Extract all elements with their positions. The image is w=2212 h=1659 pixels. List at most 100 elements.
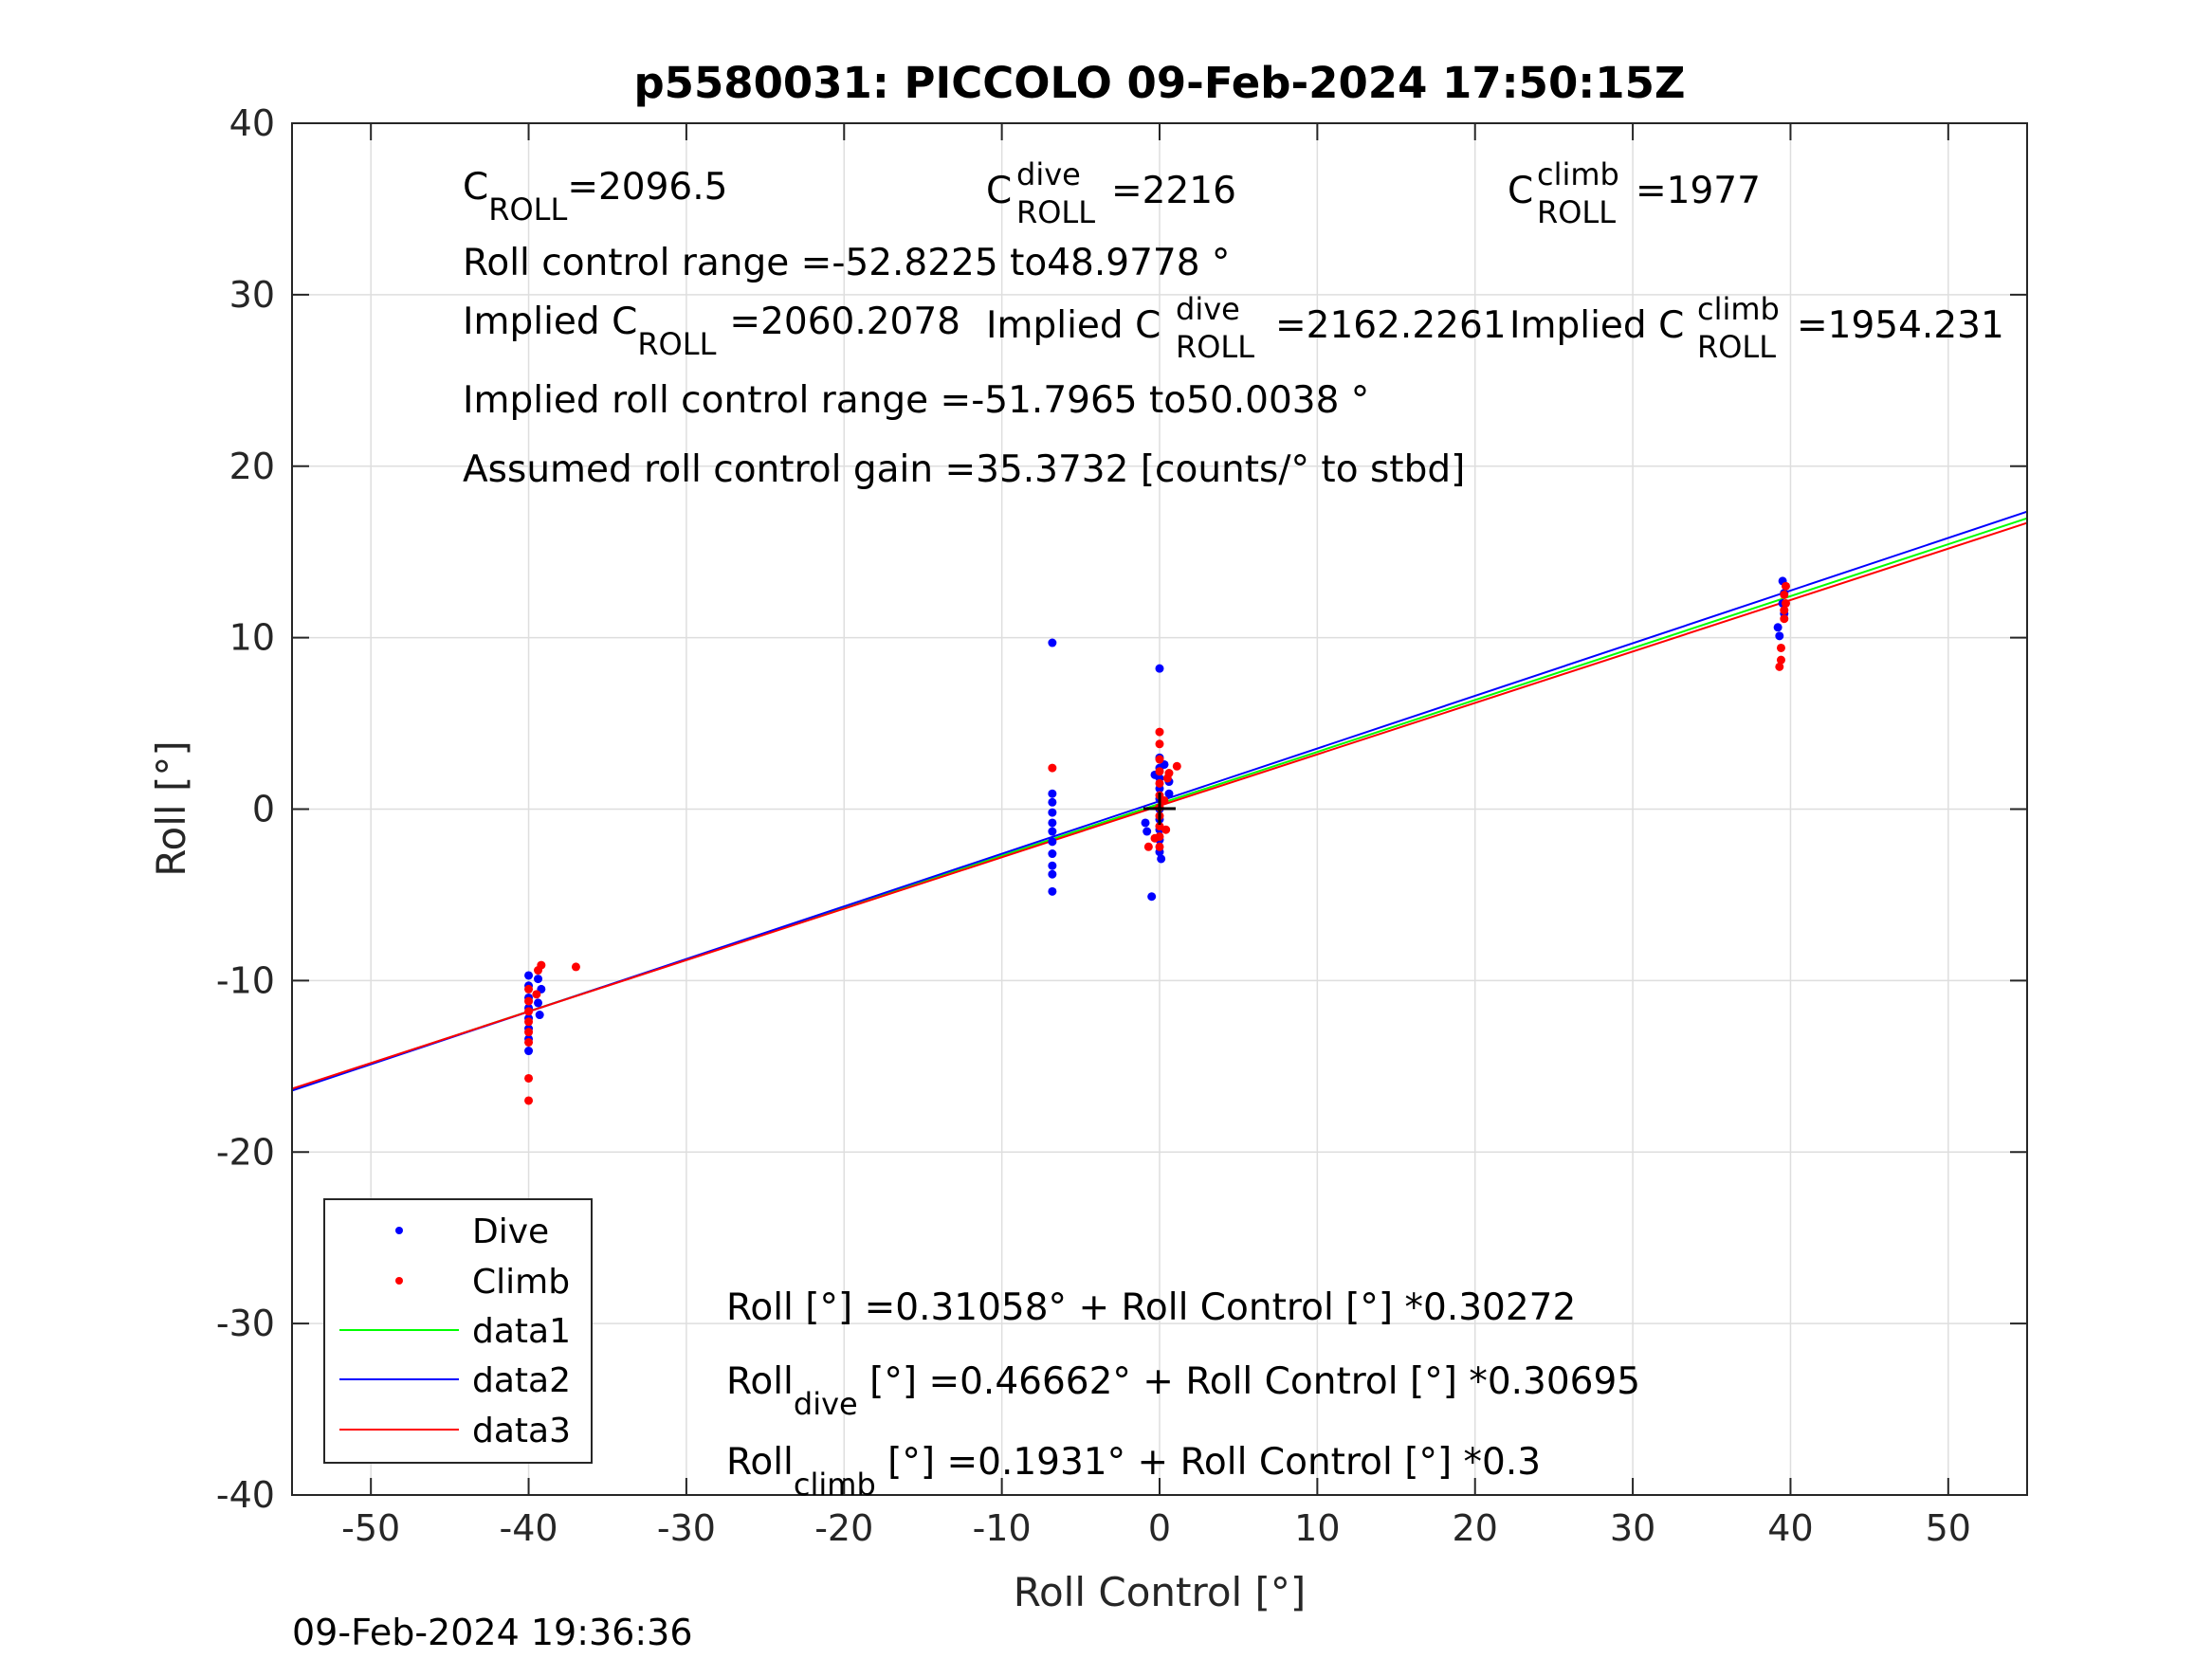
c-roll-dive-letter: C	[986, 170, 1012, 212]
y-tick-label: 20	[229, 446, 275, 487]
annotations: CROLL=2096.5 C dive ROLL =2216 C climb R…	[463, 156, 2004, 1503]
dive-point	[1164, 789, 1174, 798]
dive-point	[1048, 849, 1057, 859]
c-roll-climb-value: =1977	[1636, 170, 1761, 212]
x-tick-label: -10	[973, 1507, 1032, 1549]
climb-point	[1775, 662, 1784, 671]
dive-point	[1147, 892, 1157, 902]
legend-dive-label: Dive	[472, 1212, 549, 1251]
climb-point	[1161, 825, 1171, 834]
c-roll-letter: C	[463, 166, 488, 209]
climb-point	[571, 962, 580, 972]
fit-climb-rest: [°] =0.1931° + Roll Control [°] *0.3	[876, 1441, 1541, 1484]
x-tick-label: 10	[1294, 1507, 1340, 1549]
climb-point	[1172, 761, 1181, 771]
x-tick-label: 0	[1148, 1507, 1171, 1549]
dive-point	[1048, 861, 1057, 870]
climb-point	[524, 1037, 534, 1047]
dive-point	[1141, 818, 1150, 828]
y-tick-label: 10	[229, 617, 275, 659]
x-tick-label: 20	[1453, 1507, 1498, 1549]
climb-point	[1780, 614, 1789, 624]
fit-equation-all: Roll [°] =0.31058° + Roll Control [°] *0…	[726, 1286, 1576, 1329]
dive-point	[1048, 886, 1057, 896]
dive-point	[1775, 631, 1784, 641]
climb-point	[1155, 767, 1164, 776]
climb-point	[1776, 643, 1785, 652]
x-tick-label: -40	[500, 1507, 558, 1549]
dive-point	[1048, 869, 1057, 879]
legend-data1-label: data1	[472, 1312, 571, 1351]
dive-point	[1773, 623, 1782, 632]
implied-roll-control-range: Implied roll control range =-51.7965 to5…	[463, 379, 1369, 422]
c-roll-dive-sub: ROLL	[1016, 194, 1095, 230]
dive-point	[1048, 827, 1057, 836]
climb-point	[524, 1028, 534, 1037]
climb-point	[524, 1073, 534, 1083]
climb-point	[1155, 755, 1164, 764]
implied-c-roll-dive-sub: ROLL	[1176, 329, 1254, 365]
dive-point	[524, 971, 534, 980]
climb-point	[524, 996, 534, 1006]
climb-point	[524, 984, 534, 994]
climb-point	[1048, 763, 1057, 773]
x-tick-label: 50	[1926, 1507, 1971, 1549]
climb-point	[1155, 778, 1164, 788]
c-roll-climb-sub: ROLL	[1537, 194, 1616, 230]
chart-title: p5580031: PICCOLO 09-Feb-2024 17:50:15Z	[633, 58, 1685, 108]
dive-point	[524, 1047, 534, 1056]
implied-c-roll-dive-sup: dive	[1176, 291, 1240, 327]
y-tick-label: -30	[216, 1303, 275, 1344]
dive-point	[1048, 638, 1057, 647]
timestamp: 09-Feb-2024 19:36:36	[292, 1612, 693, 1653]
climb-point	[1143, 842, 1153, 851]
climb-point	[1160, 795, 1169, 805]
axis-ticks: -50 -40 -30 -20 -10 0 10 20 30 40 50 -40 -30 -20 -10 0 1…	[216, 102, 2027, 1549]
climb-point	[1781, 598, 1790, 608]
fit-climb-sub: climb	[794, 1467, 876, 1503]
dive-point	[534, 998, 543, 1008]
dive-point	[1048, 808, 1057, 817]
climb-point	[1781, 581, 1790, 591]
implied-c-roll-climb-value: =1954.231	[1797, 304, 2004, 347]
x-tick-label: -50	[341, 1507, 400, 1549]
climb-point	[524, 1017, 534, 1027]
c-roll-climb-sup: climb	[1537, 156, 1619, 192]
origin-marker	[1143, 793, 1176, 825]
climb-point	[534, 966, 543, 975]
x-tick-label: -20	[814, 1507, 873, 1549]
dive-point	[535, 1011, 544, 1020]
legend-dive-marker	[395, 1227, 403, 1234]
dive-point	[534, 975, 543, 984]
climb-point	[1155, 842, 1164, 851]
climb-point	[524, 1007, 534, 1016]
implied-c-roll-sub: ROLL	[637, 326, 716, 362]
legend-data2-label: data2	[472, 1361, 571, 1400]
climb-point	[1162, 774, 1172, 783]
assumed-roll-control-gain: Assumed roll control gain =35.3732 [coun…	[463, 448, 1465, 491]
climb-point	[1780, 606, 1789, 615]
dive-point	[1048, 797, 1057, 807]
legend-climb-label: Climb	[472, 1263, 570, 1302]
y-tick-label: -40	[216, 1474, 275, 1516]
x-tick-label: -30	[657, 1507, 716, 1549]
climb-point	[1776, 655, 1785, 665]
fit-climb-roll: Roll	[726, 1441, 794, 1484]
x-tick-label: 30	[1610, 1507, 1655, 1549]
y-tick-label: 40	[229, 102, 275, 144]
fit-equation-dive: Rolldive [°] =0.46662° + Roll Control [°…	[726, 1360, 1640, 1422]
y-tick-label: -20	[216, 1131, 275, 1173]
dive-point	[1157, 854, 1166, 864]
legend: Dive Climb data1 data2 data3	[323, 1198, 593, 1464]
climb-point	[1155, 727, 1164, 737]
implied-c-roll-dive-value: =2162.2261	[1275, 304, 1507, 347]
fit-dive-rest: [°] =0.46662° + Roll Control [°] *0.3069…	[858, 1360, 1640, 1403]
fit-dive-roll: Roll	[726, 1360, 794, 1403]
implied-c-roll-climb-label: Implied C	[1509, 304, 1684, 347]
implied-c-roll-climb-sub: ROLL	[1697, 329, 1776, 365]
c-roll-value: =2096.5	[567, 166, 727, 209]
implied-c-roll-label: Implied C	[463, 301, 637, 343]
legend-climb-marker	[395, 1277, 403, 1285]
dive-point	[1048, 837, 1057, 847]
